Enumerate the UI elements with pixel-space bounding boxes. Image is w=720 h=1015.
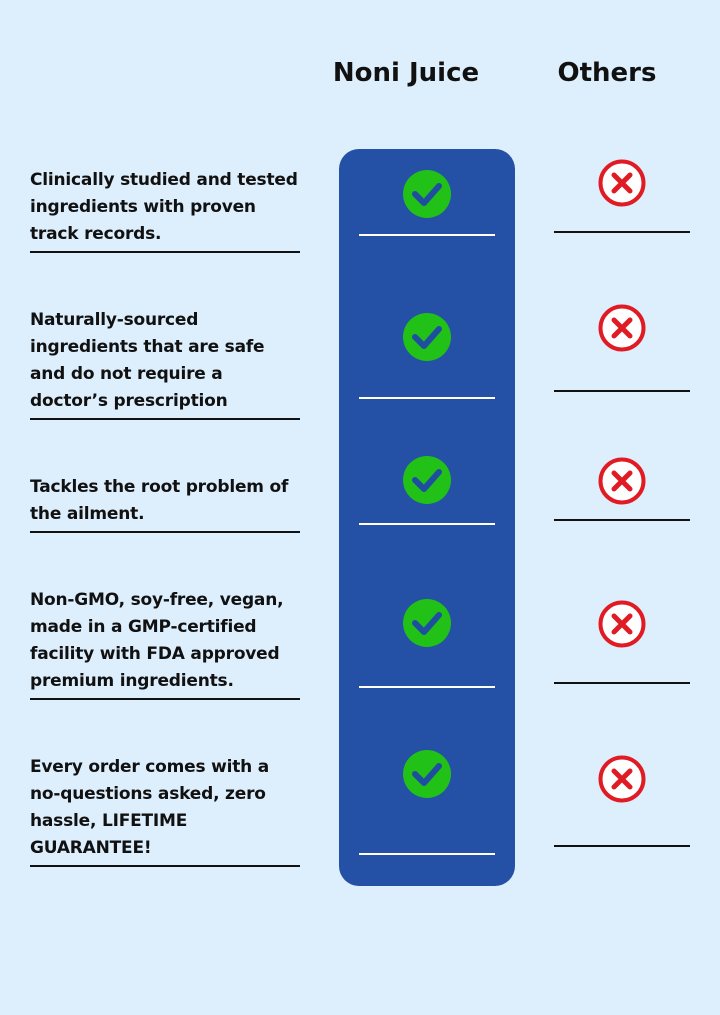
comparison-row-3-text: Tackles the root problem of the ailment.	[30, 474, 300, 533]
x-circle-icon	[598, 304, 646, 352]
row-1-label: Clinically studied and tested ingredient…	[30, 170, 298, 244]
row-4-label: Non-GMO, soy-free, vegan, made in a GMP-…	[30, 590, 284, 691]
check-circle-icon	[403, 750, 451, 798]
others-row-divider	[554, 519, 690, 521]
others-row-divider	[554, 231, 690, 233]
row-5-label: Every order comes with a no-questions as…	[30, 757, 270, 858]
row-2-label: Naturally-sourced ingredients that are s…	[30, 310, 265, 411]
noni-row-divider	[359, 686, 495, 688]
others-row-divider	[554, 845, 690, 847]
x-circle-icon	[598, 755, 646, 803]
noni-juice-header: Noni Juice	[332, 58, 480, 88]
check-circle-icon	[403, 456, 451, 504]
check-circle-icon	[403, 599, 451, 647]
check-circle-icon	[403, 170, 451, 218]
comparison-row-1-text: Clinically studied and tested ingredient…	[30, 167, 300, 253]
noni-row-divider	[359, 234, 495, 236]
others-row-divider	[554, 682, 690, 684]
x-circle-icon	[598, 159, 646, 207]
comparison-row-2-text: Naturally-sourced ingredients that are s…	[30, 307, 300, 420]
others-header: Others	[557, 58, 657, 88]
x-circle-icon	[598, 457, 646, 505]
row-3-label: Tackles the root problem of the ailment.	[30, 477, 289, 524]
noni-row-divider	[359, 853, 495, 855]
comparison-row-5-text: Every order comes with a no-questions as…	[30, 754, 300, 867]
others-row-divider	[554, 390, 690, 392]
x-circle-icon	[598, 600, 646, 648]
check-circle-icon	[403, 313, 451, 361]
comparison-row-4-text: Non-GMO, soy-free, vegan, made in a GMP-…	[30, 587, 300, 700]
noni-row-divider	[359, 523, 495, 525]
noni-row-divider	[359, 397, 495, 399]
